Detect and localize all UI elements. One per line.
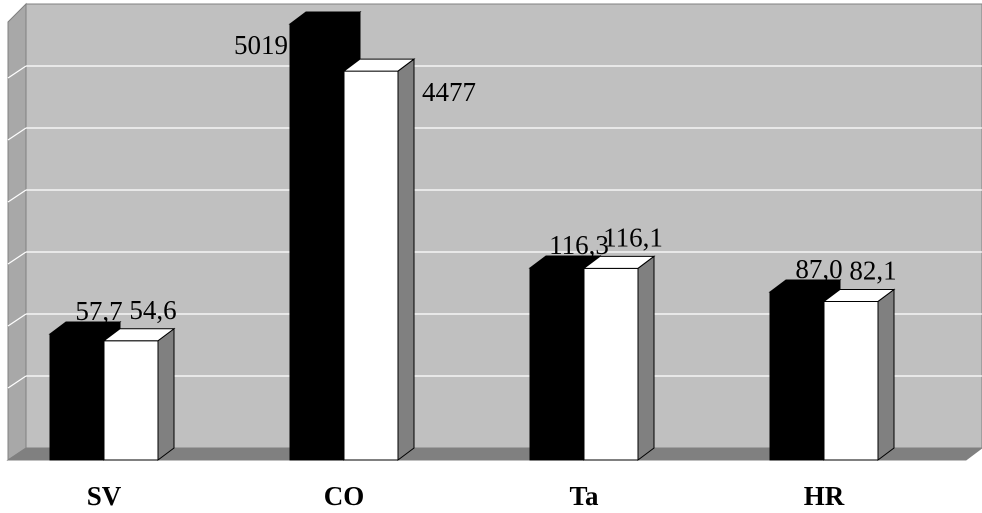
bar-front [529,267,585,461]
bar-side [157,327,175,461]
bar-top [342,58,416,72]
value-label: 82,1 [849,255,896,285]
value-label: 4477 [422,77,476,107]
bar [822,288,896,461]
gridline-side [7,251,27,265]
bar-side [637,255,655,461]
gridline-side [7,375,27,389]
bar-front [823,300,879,461]
bar-front [343,70,399,461]
plot-floor [6,447,982,461]
bar-side [877,288,895,461]
bar-top [288,11,362,25]
value-label: 116,3 [549,230,609,260]
bar-top [48,321,122,335]
bar-side [397,58,415,461]
value-label: 116,1 [603,222,663,252]
gridline-side [7,65,27,79]
bar-top [102,328,176,342]
bars [48,11,896,461]
bar-front [49,333,105,461]
bar-top [582,255,656,269]
category-label: CO [324,481,365,511]
bar-front [769,291,825,461]
bar-top [768,279,842,293]
category-label: HR [804,481,845,511]
category-label: SV [87,481,122,511]
gridline-side [7,313,27,327]
bar [102,327,176,461]
category-labels: SV CO Ta HR [87,481,845,511]
gridline-side [7,127,27,141]
bar [342,58,416,461]
value-label: 54,6 [129,295,176,325]
value-label: 5019 [234,30,288,60]
bar-top [822,288,896,302]
value-label: 87,0 [795,254,842,284]
bar [582,255,656,461]
gridline-side [7,189,27,203]
category-label: Ta [569,481,599,511]
value-label: 57,7 [75,296,122,326]
bar-front [583,267,639,461]
bar-front [103,340,159,461]
bar-front [289,23,345,461]
